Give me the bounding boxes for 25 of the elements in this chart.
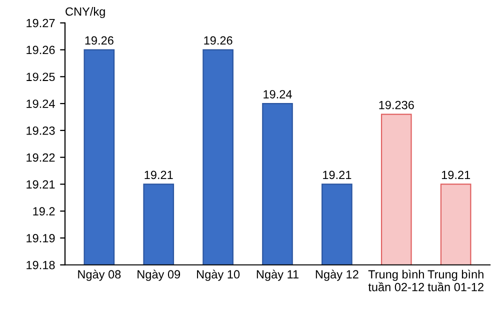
y-tick-label: 19.19	[26, 234, 55, 242]
x-tick-label: Ngày 10	[197, 270, 240, 281]
data-label: 19.21	[323, 170, 352, 180]
x-tick-label: Ngày 08	[78, 270, 121, 281]
data-label: 19.26	[85, 36, 114, 45]
y-tick-label: 19.23	[26, 126, 55, 135]
y-tick-label: 19.18	[26, 260, 55, 270]
x-tick-label: Ngày 11	[256, 270, 298, 281]
x-tick-label: Ngày 12	[316, 270, 358, 281]
data-label: 19.21	[442, 170, 470, 180]
x-tick-label: Ngày 09	[138, 270, 180, 281]
y-tick-label: 19.27	[26, 18, 55, 28]
data-label: 19.236	[379, 100, 414, 110]
data-label: 19.26	[204, 36, 232, 45]
y-tick-label: 19.2	[33, 207, 55, 216]
y-tick-label: 19.25	[26, 72, 55, 82]
y-tick-label: 19.26	[26, 46, 55, 54]
data-label: 19.21	[144, 170, 173, 180]
x-tick-label: Trung bình tuần 02-12	[368, 270, 424, 292]
data-label: 19.24	[264, 90, 292, 98]
y-tick-label: 19.22	[26, 153, 55, 162]
y-axis-title: CNY/kg	[66, 7, 105, 18]
y-tick-label: 19.21	[26, 180, 55, 189]
x-tick-label: Trung bình tuần 01-12	[428, 270, 484, 292]
y-tick-label: 19.24	[26, 100, 55, 108]
